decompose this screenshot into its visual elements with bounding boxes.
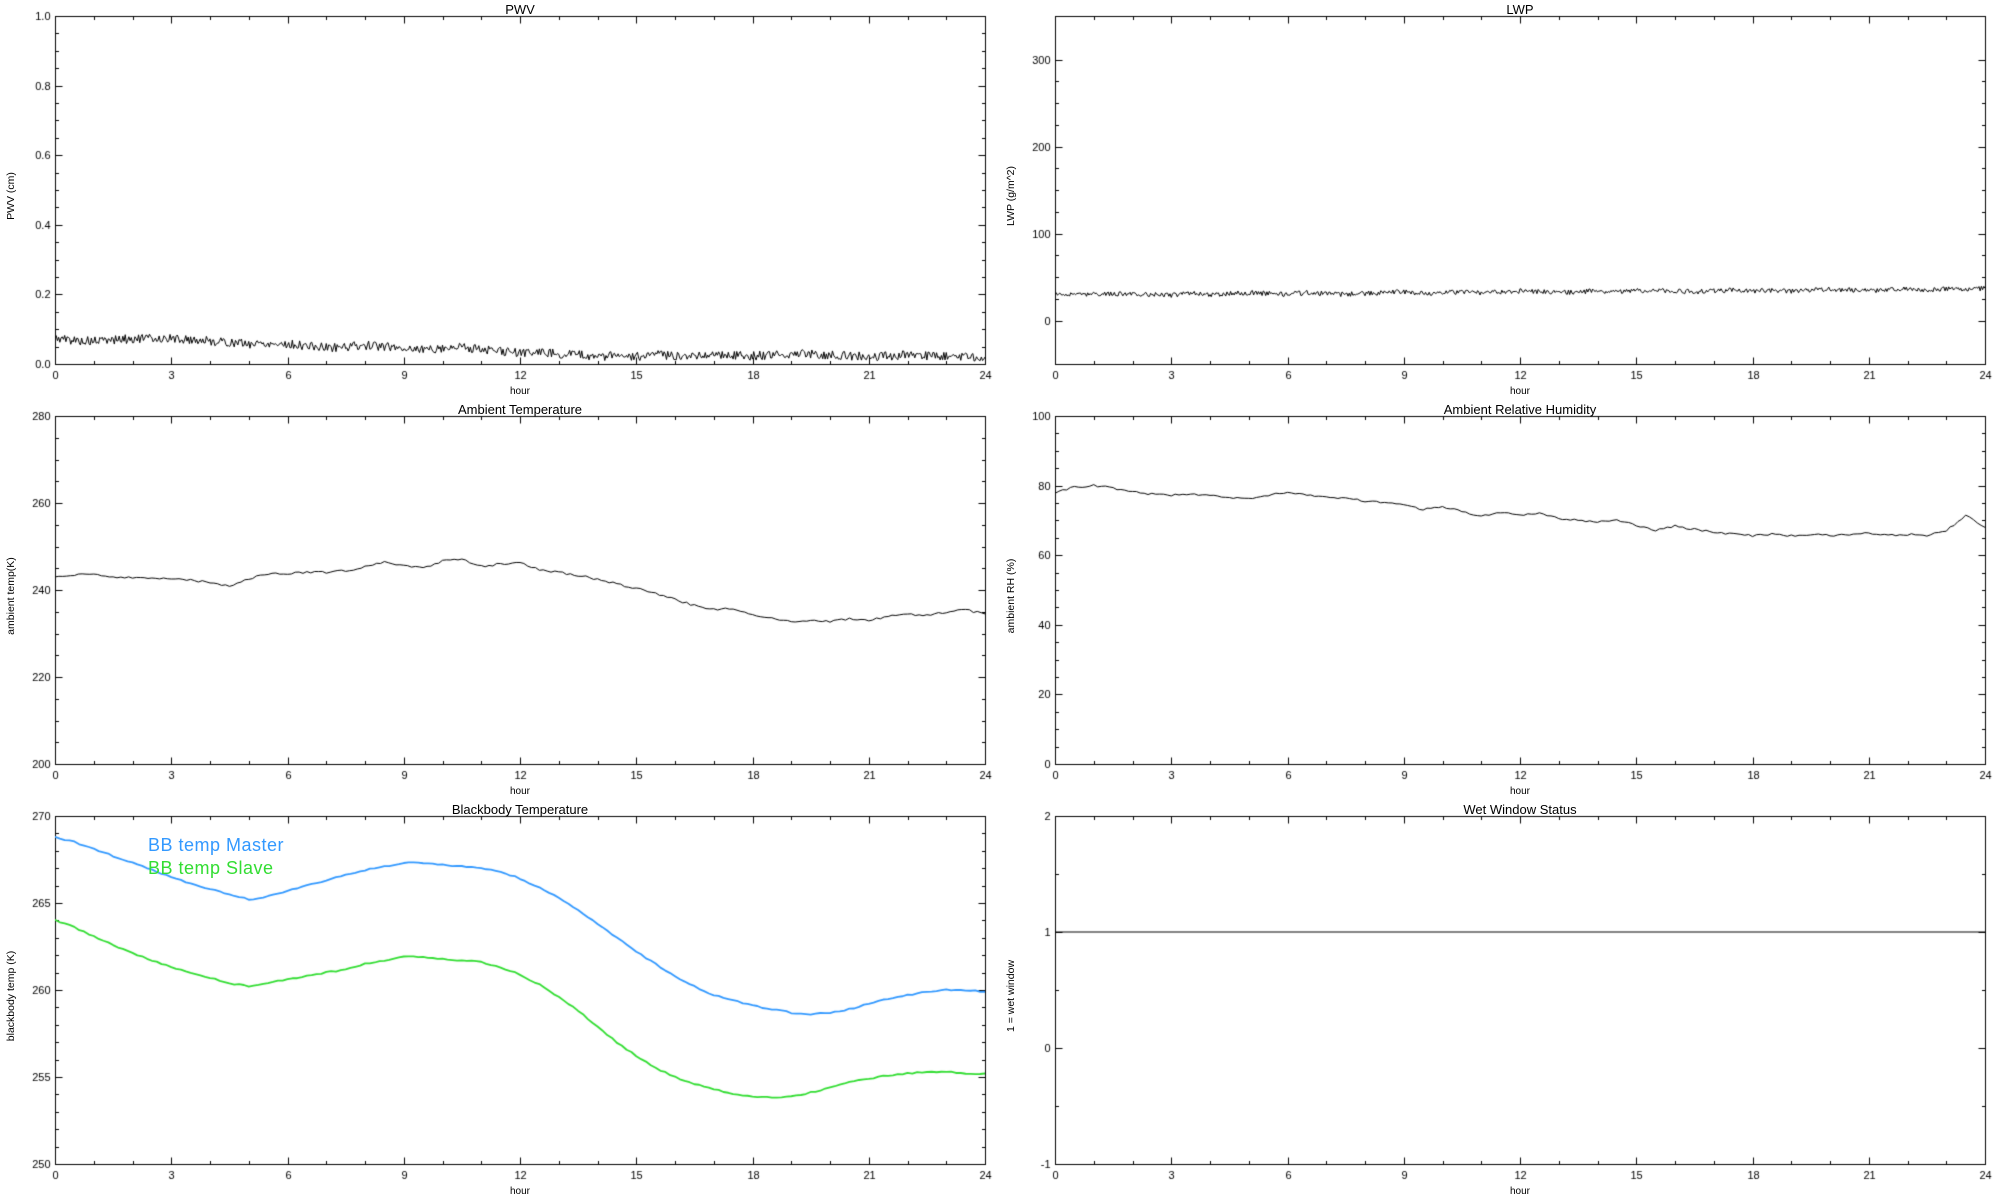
x-axis-label: hour: [509, 386, 530, 397]
chart-lwp-panel: LWP LWP (g/m^2) hour: [1000, 0, 2000, 400]
chart-blackbody-temperature-panel: Blackbody Temperature blackbody temp (K)…: [0, 800, 1000, 1200]
legend-item-bb-temp-slave: BB temp Slave: [148, 858, 274, 878]
x-axis-label: hour: [1509, 386, 1530, 397]
x-axis-label: hour: [509, 1186, 530, 1197]
plot-canvas: [1000, 0, 2000, 400]
y-axis-label: blackbody temp (K): [5, 950, 17, 1042]
y-axis-label: PWV (cm): [5, 172, 17, 220]
plot-canvas: [1000, 400, 2000, 800]
chart-title: PWV: [505, 2, 535, 17]
chart-title: Blackbody Temperature: [451, 802, 589, 817]
chart-ambient-temperature-panel: Ambient Temperature ambient temp(K) hour: [0, 400, 1000, 800]
plot-canvas: [0, 400, 1000, 800]
plot-canvas: [1000, 800, 2000, 1200]
chart-ambient-relative-humidity-panel: Ambient Relative Humidity ambient RH (%)…: [1000, 400, 2000, 800]
legend: BB temp Master BB temp Slave: [148, 834, 284, 880]
plot-canvas: [0, 0, 1000, 400]
plot-canvas: [0, 800, 1000, 1200]
y-axis-label: 1 = wet window: [1005, 959, 1017, 1033]
chart-title: LWP: [1506, 2, 1534, 17]
chart-title: Ambient Temperature: [457, 402, 583, 417]
chart-title: Ambient Relative Humidity: [1443, 402, 1597, 417]
x-axis-label: hour: [1509, 786, 1530, 797]
y-axis-label: LWP (g/m^2): [1005, 166, 1017, 226]
legend-item-bb-temp-master: BB temp Master: [148, 835, 285, 855]
x-axis-label: hour: [1509, 1186, 1530, 1197]
x-axis-label: hour: [509, 786, 530, 797]
chart-wet-window-status-panel: Wet Window Status 1 = wet window hour: [1000, 800, 2000, 1200]
y-axis-label: ambient temp(K): [5, 557, 17, 635]
chart-pwv-panel: PWV PWV (cm) hour: [0, 0, 1000, 400]
chart-title: Wet Window Status: [1463, 802, 1577, 817]
y-axis-label: ambient RH (%): [1005, 558, 1017, 634]
